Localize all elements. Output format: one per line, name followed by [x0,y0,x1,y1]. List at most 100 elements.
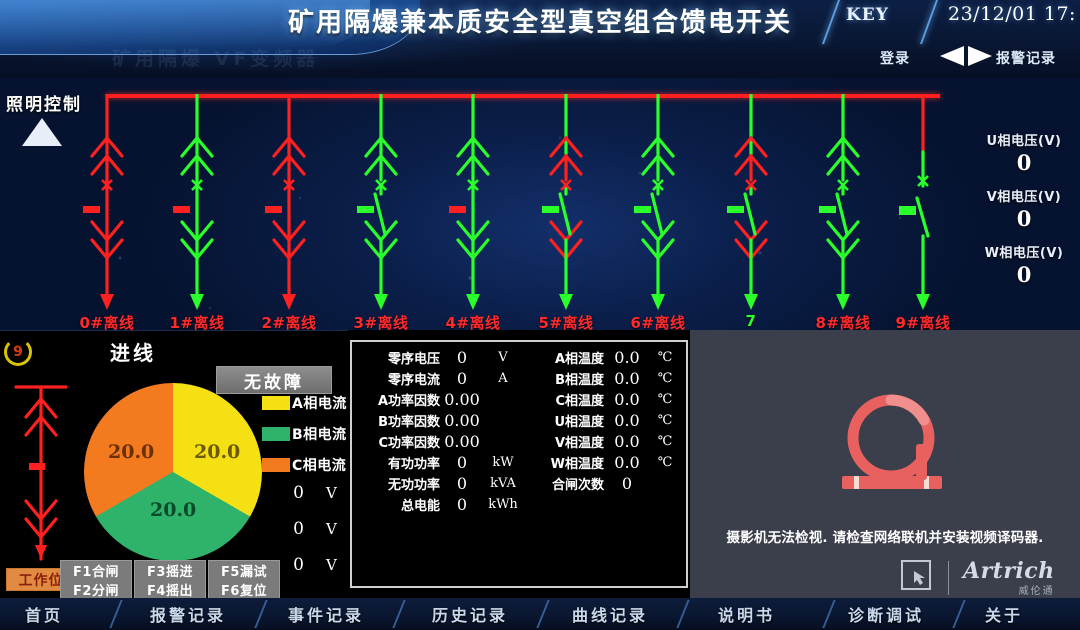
nav-item-7[interactable]: 关于 [985,606,1024,625]
meter-value-r-2: 0.0 [614,390,640,409]
meter-value-r-4: 0.0 [614,432,640,451]
meter-unit-l-1: A [498,371,508,386]
feeder-3[interactable]: 3#离线 [349,92,413,330]
meter-label-l-1: 零序电流 [387,373,440,388]
feeder-8[interactable]: 8#离线 [811,92,875,330]
fkey-group-2[interactable]: F3摇进 F4摇出 [134,560,206,600]
feeder-label-7: 7 [745,312,757,330]
voltage-v-value: 0 [1016,206,1032,231]
meter-unit-r-0: ℃ [657,350,673,365]
fkey-group-1[interactable]: F1合闸 F2分闸 [60,560,132,600]
feeder-7[interactable]: 7 [719,92,783,330]
left-voltage-row-3: 0 V [278,555,337,575]
nav-separator-4 [676,600,690,628]
login-button[interactable]: 登录 [880,51,910,67]
meter-label-l-0: 零序电压 [387,352,440,367]
nav-item-0[interactable]: 首页 [25,606,64,625]
meter-value-r-5: 0.0 [614,453,640,472]
meter-value-l-5: 0 [456,453,468,472]
left-voltage-unit-1: V [326,484,337,502]
feeder-label-8: 8#离线 [815,314,871,330]
nav-item-1[interactable]: 报警记录 [150,606,227,625]
nav-arrows[interactable] [938,44,994,68]
pie-value-c: 20.0 [108,441,155,463]
lighting-control-triangle-icon[interactable] [22,118,62,146]
nav-separator-0 [109,600,123,628]
feeder-symbol-4 [449,92,490,310]
meter-label-r-3: U相温度 [554,415,604,430]
feeder-5[interactable]: 5#离线 [534,92,598,330]
feeder-4[interactable]: 4#离线 [441,92,505,330]
fkey-f6-label: F6复位 [221,584,267,599]
feeder-label-2: 2#离线 [261,314,317,330]
meter-label-r-1: B相温度 [555,373,604,388]
brand-subtitle: 威伦通 [1018,586,1055,597]
legend-item-a: A相电流 [262,393,347,413]
pie-value-a: 20.0 [194,441,241,463]
meter-label-l-2: A功率因数 [377,394,440,409]
work-position-badge[interactable]: 工作位 [6,568,76,591]
function-key-bar: F1合闸 F2分闸 F3摇进 F4摇出 F5漏试 F6复位 [60,560,282,600]
nav-item-6[interactable]: 诊断调试 [848,606,925,625]
voltage-w-label: W相电压(V) [984,246,1064,261]
nav-item-2[interactable]: 事件记录 [288,606,365,625]
legend-label-c: C相电流 [292,458,347,474]
meter-value-l-7: 0 [456,495,468,514]
meter-value-l-3: 0.00 [444,411,480,430]
header-divider-1 [821,0,841,44]
meter-value-l-1: 0 [456,369,468,388]
legend-swatch-c [262,458,290,472]
fkey-f2-label: F2分闸 [73,584,119,599]
feeder-symbol-9 [899,92,930,310]
left-voltage-value-1: 0 [293,483,304,503]
feeder-9[interactable]: 9#离线 [891,92,955,330]
status-ring-icon [4,338,32,366]
fkey-group-3[interactable]: F5漏试 F6复位 [208,560,280,600]
fkey-f3-label: F3摇进 [147,565,193,580]
left-voltage-readouts: 0 V 0 V 0 V [278,483,337,591]
left-voltage-unit-2: V [326,520,337,538]
left-voltage-row-1: 0 V [278,483,337,503]
nav-item-3[interactable]: 历史记录 [432,606,509,625]
voltage-u-block: U相电压(V) 0 [972,130,1076,175]
nav-separator-3 [536,600,550,628]
voltage-w-block: W相电压(V) 0 [972,242,1076,287]
meter-unit-r-2: ℃ [657,392,673,407]
meter-unit-r-5: ℃ [657,455,673,470]
feeder-symbol-0 [83,92,124,310]
meter-value-l-4: 0.00 [444,432,480,451]
feeder-symbol-5 [542,92,583,310]
header-sweep-highlight [0,0,370,48]
feeder-1[interactable]: 1#离线 [165,92,229,330]
video-error-message: 摄影机无法检视. 请检查网络联机并安装视频译码器. [726,530,1044,546]
feeder-label-3: 3#离线 [353,314,409,330]
nav-separator-5 [822,600,836,628]
feeder-symbol-2 [265,92,306,310]
left-voltage-value-2: 0 [293,519,304,539]
meter-unit-l-7: kWh [488,497,518,512]
meter-label-r-4: V相温度 [554,436,604,451]
meter-unit-r-1: ℃ [657,371,673,386]
single-line-diagram: 照明控制 0#离线 [0,78,1080,330]
nav-item-4[interactable]: 曲线记录 [572,606,649,625]
feeder-label-5: 5#离线 [538,314,594,330]
legend-item-b: B相电流 [262,424,347,444]
meter-label-l-6: 无功功率 [387,478,440,493]
feeder-label-1: 1#离线 [169,314,225,330]
incomer-title: 进线 [110,341,156,365]
meter-label-l-3: B功率因数 [378,415,440,430]
meter-label-l-5: 有功功率 [387,457,440,472]
voltage-v-label: V相电压(V) [986,190,1062,205]
meter-label-r-6: 合闸次数 [551,478,604,493]
feeder-symbol-3 [357,92,398,310]
feeder-0[interactable]: 0#离线 [75,92,139,330]
nav-item-5[interactable]: 说明书 [718,606,776,625]
meter-unit-r-4: ℃ [657,434,673,449]
meter-label-r-5: W相温度 [550,457,604,472]
lighting-control-label: 照明控制 [6,95,82,115]
alarm-record-link[interactable]: 报警记录 [996,51,1056,67]
feeder-6[interactable]: 6#离线 [626,92,690,330]
feeder-2[interactable]: 2#离线 [257,92,321,330]
nav-separator-1 [254,600,268,628]
